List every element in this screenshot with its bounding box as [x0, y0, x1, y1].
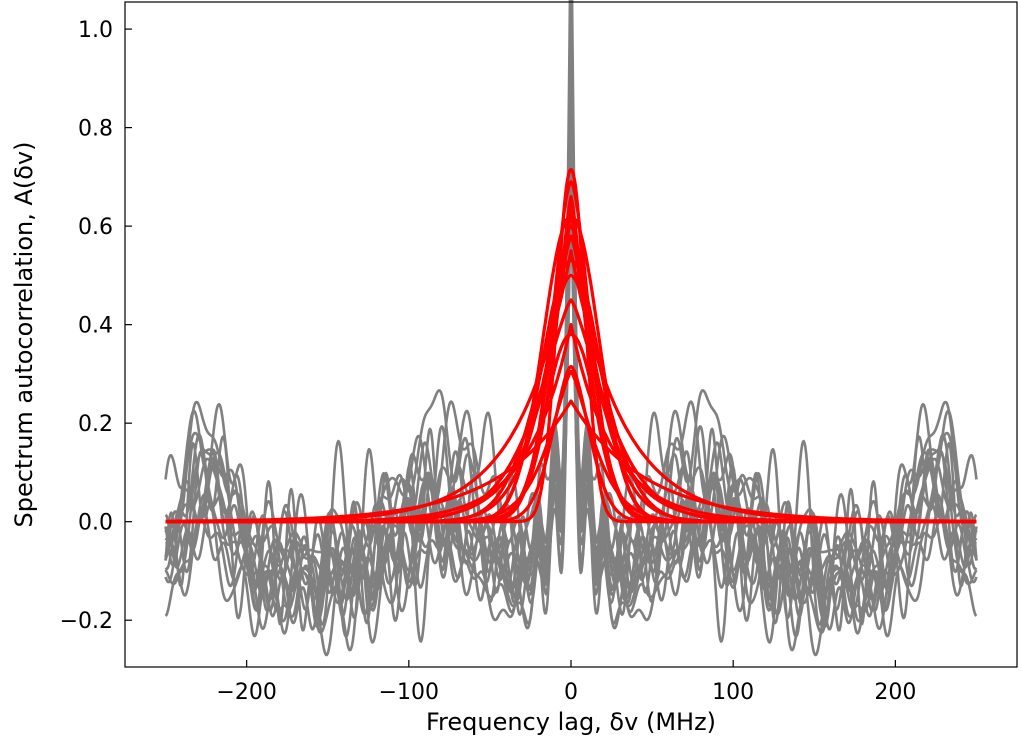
data-series-line — [165, 0, 977, 630]
x-axis-ticks: −200 −100 0 100 200 — [216, 660, 916, 705]
data-series-line — [164, 102, 978, 644]
fit-series-line — [164, 234, 978, 524]
fit-series-line — [164, 399, 978, 523]
y-axis-label: Spectrum autocorrelation, A(δv) — [10, 141, 38, 527]
y-tick-label: 0.6 — [78, 215, 113, 240]
fit-series-line — [164, 323, 978, 524]
x-tick-label: −100 — [379, 680, 439, 705]
fit-series-line — [164, 249, 978, 524]
data-series-group — [164, 0, 978, 657]
x-tick-label: 200 — [874, 680, 916, 705]
x-axis-label: Frequency lag, δv (MHz) — [426, 708, 716, 736]
y-tick-label: 0.8 — [78, 117, 113, 142]
y-tick-label: −0.2 — [60, 609, 113, 634]
fit-series-line — [164, 332, 978, 524]
fit-series-group — [164, 167, 978, 524]
fit-series-line — [164, 364, 978, 524]
y-axis-ticks: −0.2 0.0 0.2 0.4 0.6 0.8 1.0 — [60, 18, 132, 634]
y-tick-label: 0.0 — [78, 511, 113, 536]
x-tick-label: 100 — [712, 680, 754, 705]
fit-series-line — [164, 369, 978, 524]
data-series-line — [165, 96, 977, 597]
fit-series-line — [164, 273, 978, 524]
y-tick-label: 0.4 — [78, 314, 113, 339]
y-tick-label: 0.2 — [78, 412, 113, 437]
y-tick-label: 1.0 — [78, 18, 113, 43]
x-tick-label: 0 — [564, 680, 578, 705]
fit-series-line — [164, 167, 978, 524]
x-tick-label: −200 — [216, 680, 276, 705]
